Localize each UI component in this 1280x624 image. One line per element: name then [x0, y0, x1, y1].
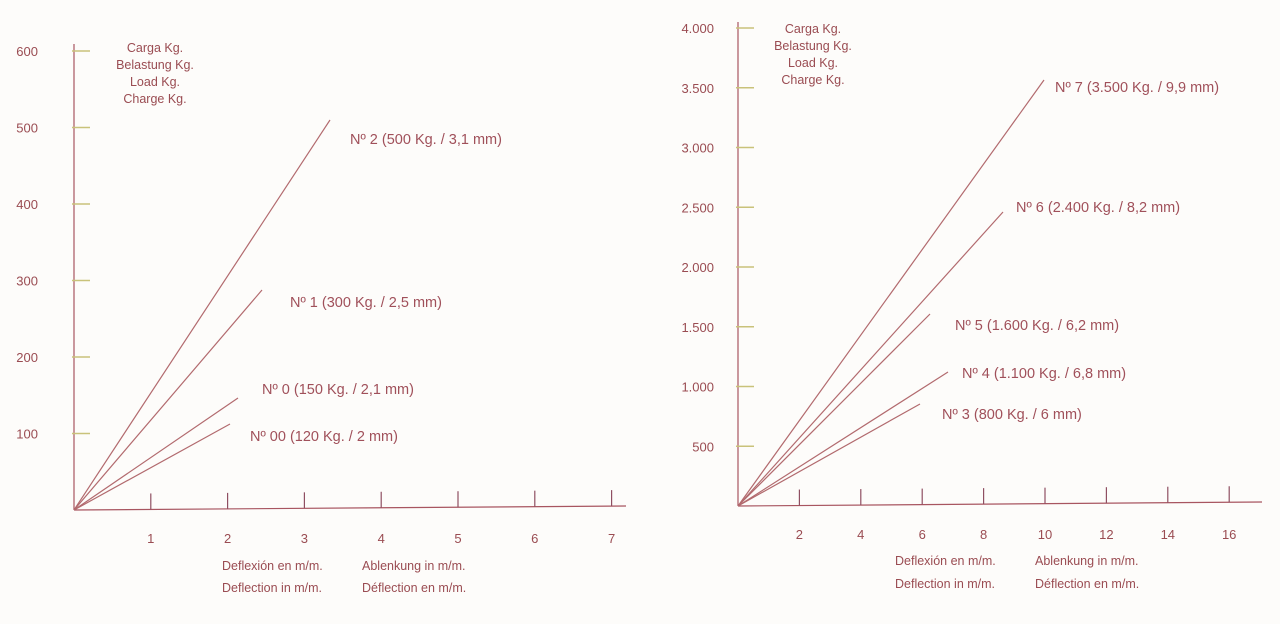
series-line: [737, 313, 931, 507]
series-line: [73, 423, 231, 511]
y-tick-label: 1.500: [681, 320, 714, 335]
x-tick-label: 4: [378, 531, 385, 546]
x-tick-label: 5: [454, 531, 461, 546]
y-tick-label: 600: [16, 44, 38, 59]
x-axis: [737, 501, 1263, 507]
y-tick-label: 200: [16, 350, 38, 365]
series-line: [73, 289, 263, 511]
series-line: [737, 79, 1045, 507]
x-tick-label: 3: [301, 531, 308, 546]
y-axis-title: Load Kg.: [130, 75, 180, 89]
x-tick-label: 10: [1038, 527, 1052, 542]
chart-1: 100 200 300 400 500 600 1 2 3 4 5 6 7 Carga Kg. Belast…: [16, 41, 627, 595]
x-tick-label: 4: [857, 527, 864, 542]
series-label: Nº 0 (150 Kg. / 2,1 mm): [262, 382, 414, 398]
x-axis-title: Déflection en m/m.: [362, 581, 466, 595]
x-tick-label: 2: [224, 531, 231, 546]
x-axis-title: Deflection in m/m.: [222, 581, 322, 595]
y-tick-label: 2.500: [681, 200, 714, 215]
x-tick-label: 7: [608, 531, 615, 546]
series-line: [73, 119, 331, 511]
y-tick-label: 100: [16, 427, 38, 442]
y-tick-label: 400: [16, 197, 38, 212]
x-axis: [73, 505, 627, 511]
y-tick-label: 3.000: [681, 141, 714, 156]
x-axis-title: Ablenkung in m/m.: [1035, 554, 1139, 568]
x-axis-title: Deflection in m/m.: [895, 577, 995, 591]
x-tick-label: 6: [531, 531, 538, 546]
x-tick-label: 1: [147, 531, 154, 546]
y-axis-title: Carga Kg.: [785, 22, 841, 36]
chart-2: 500 1.000 1.500 2.000 2.500 3.000 3.500 4.000 2 4…: [681, 21, 1263, 591]
series-label: Nº 1 (300 Kg. / 2,5 mm): [290, 295, 442, 311]
x-tick-label: 8: [980, 527, 987, 542]
y-axis-title: Load Kg.: [788, 56, 838, 70]
series-label: Nº 2 (500 Kg. / 3,1 mm): [350, 132, 502, 148]
y-tick-label: 300: [16, 274, 38, 289]
x-tick-label: 16: [1222, 527, 1236, 542]
y-axis-title: Belastung Kg.: [116, 58, 194, 72]
series-label: Nº 4 (1.100 Kg. / 6,8 mm): [962, 366, 1126, 382]
series-line: [737, 403, 921, 507]
series-line: [737, 371, 949, 507]
y-tick-label: 1.000: [681, 380, 714, 395]
series-label: Nº 5 (1.600 Kg. / 6,2 mm): [955, 318, 1119, 334]
x-axis-title: Deflexión en m/m.: [222, 559, 323, 573]
y-axis-title: Carga Kg.: [127, 41, 183, 55]
series-label: Nº 7 (3.500 Kg. / 9,9 mm): [1055, 80, 1219, 96]
series-label: Nº 3 (800 Kg. / 6 mm): [942, 407, 1082, 423]
y-tick-label: 4.000: [681, 21, 714, 36]
y-axis-title: Belastung Kg.: [774, 39, 852, 53]
y-tick-label: 2.000: [681, 260, 714, 275]
x-axis-title: Déflection en m/m.: [1035, 577, 1139, 591]
x-tick-label: 12: [1099, 527, 1113, 542]
y-axis-title: Charge Kg.: [781, 73, 844, 87]
y-tick-label: 500: [692, 439, 714, 454]
x-tick-label: 6: [919, 527, 926, 542]
x-axis-title: Ablenkung in m/m.: [362, 559, 466, 573]
series-line: [73, 397, 239, 511]
y-tick-label: 500: [16, 121, 38, 136]
y-axis-title: Charge Kg.: [123, 92, 186, 106]
series-line: [737, 211, 1004, 507]
y-tick-label: 3.500: [681, 81, 714, 96]
x-tick-label: 2: [796, 527, 803, 542]
series-label: Nº 00 (120 Kg. / 2 mm): [250, 429, 398, 445]
series-label: Nº 6 (2.400 Kg. / 8,2 mm): [1016, 200, 1180, 216]
x-axis-title: Deflexión en m/m.: [895, 554, 996, 568]
x-tick-label: 14: [1161, 527, 1175, 542]
